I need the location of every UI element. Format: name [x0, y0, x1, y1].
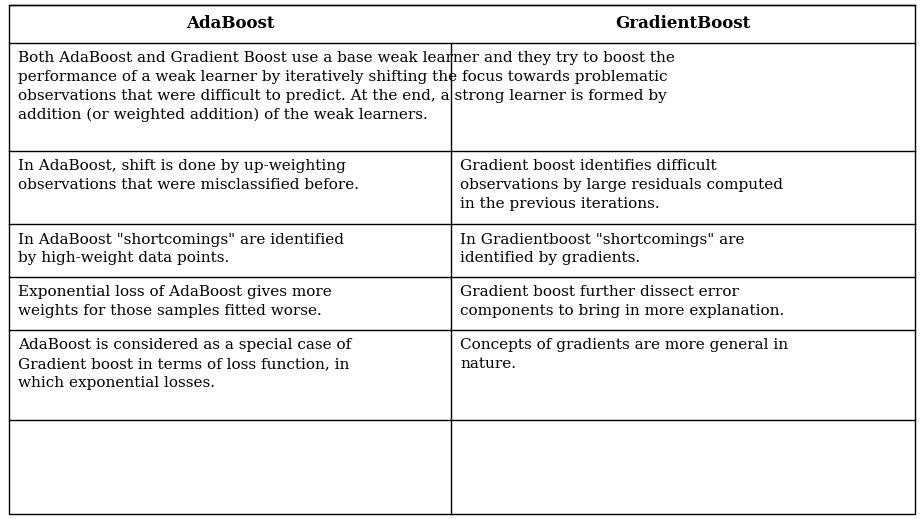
Text: In AdaBoost, shift is done by up-weighting
observations that were misclassified : In AdaBoost, shift is done by up-weighti… — [18, 159, 359, 192]
Text: In Gradientboost "shortcomings" are
identified by gradients.: In Gradientboost "shortcomings" are iden… — [460, 233, 745, 265]
Text: AdaBoost: AdaBoost — [186, 16, 274, 32]
Text: GradientBoost: GradientBoost — [615, 16, 750, 32]
Text: AdaBoost is considered as a special case of
Gradient boost in terms of loss func: AdaBoost is considered as a special case… — [18, 338, 352, 390]
Text: Gradient boost further dissect error
components to bring in more explanation.: Gradient boost further dissect error com… — [460, 285, 784, 318]
Text: Concepts of gradients are more general in
nature.: Concepts of gradients are more general i… — [460, 338, 788, 371]
Text: Both AdaBoost and Gradient Boost use a base weak learner and they try to boost t: Both AdaBoost and Gradient Boost use a b… — [18, 51, 675, 122]
Text: In AdaBoost "shortcomings" are identified
by high-weight data points.: In AdaBoost "shortcomings" are identifie… — [18, 233, 345, 265]
Text: Gradient boost identifies difficult
observations by large residuals computed
in : Gradient boost identifies difficult obse… — [460, 159, 784, 211]
Text: Exponential loss of AdaBoost gives more
weights for those samples fitted worse.: Exponential loss of AdaBoost gives more … — [18, 285, 333, 318]
